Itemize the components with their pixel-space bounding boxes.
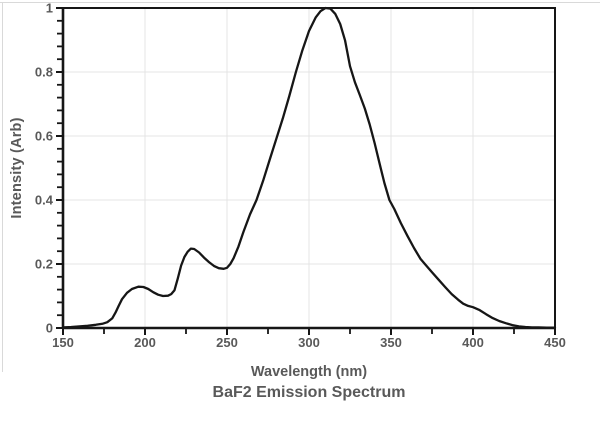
x-tick-label: 150 (52, 335, 74, 350)
x-tick-label: 400 (462, 335, 484, 350)
x-tick-label: 350 (380, 335, 402, 350)
page-top-border (0, 2, 600, 3)
emission-curve (61, 6, 557, 329)
x-tick-label: 450 (544, 335, 566, 350)
y-tick-label: 0.6 (35, 129, 53, 144)
chart-title: BaF2 Emission Spectrum (212, 384, 406, 401)
y-tick-label: 0.8 (35, 65, 53, 80)
x-tick-label: 250 (216, 335, 238, 350)
y-tick-label: 1 (46, 1, 53, 16)
y-tick-label: 0 (46, 321, 53, 336)
y-axis-title: Intensity (Arb) (9, 117, 25, 219)
x-tick-label: 300 (298, 335, 320, 350)
x-axis-title: Wavelength (nm) (250, 364, 368, 380)
y-tick-label: 0.2 (35, 257, 53, 272)
page-left-border (2, 2, 3, 372)
x-tick-label: 200 (134, 335, 156, 350)
y-tick-label: 0.4 (35, 193, 54, 208)
